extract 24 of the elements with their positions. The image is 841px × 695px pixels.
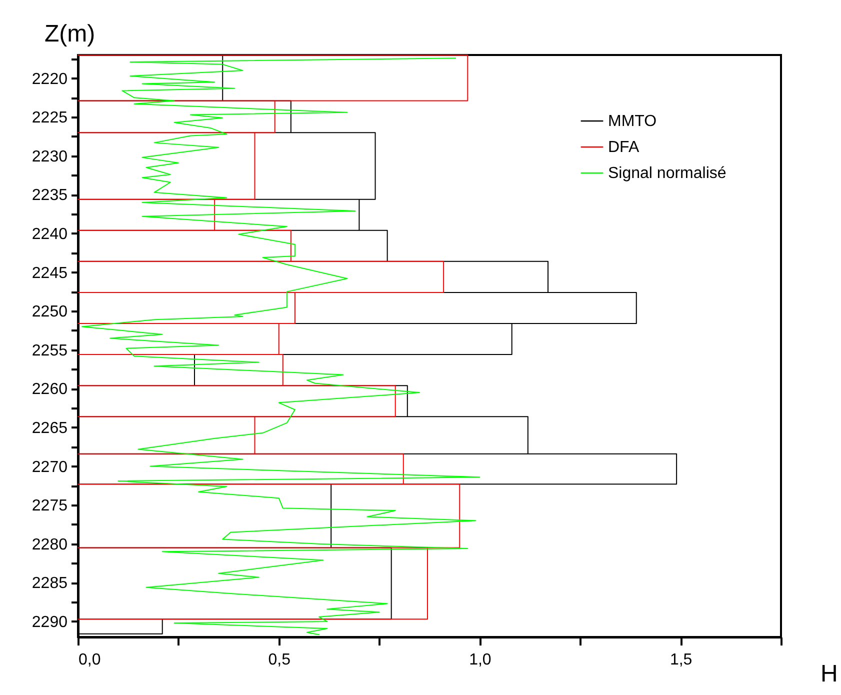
y-tick-label: 2255	[32, 342, 68, 360]
x-tick-label: 1,5	[670, 652, 692, 668]
y-tick-label: 2230	[32, 148, 68, 166]
legend-label: MMTO	[608, 113, 657, 130]
y-tick-label: 2220	[32, 70, 68, 88]
y-tick-label: 2290	[32, 614, 68, 631]
x-axis-title: H	[820, 660, 838, 688]
y-tick-label: 2250	[32, 304, 68, 321]
x-tick-label: 1,0	[469, 652, 492, 668]
y-tick-label: 2275	[32, 498, 68, 515]
y-tick-label: 2225	[32, 110, 68, 127]
y-tick-label: 2260	[32, 381, 68, 398]
y-axis-title: Z(m)	[44, 20, 96, 48]
y-tick-label: 2270	[32, 458, 68, 476]
y-tick-label: 2280	[32, 536, 68, 554]
y-tick-label: 2240	[32, 226, 68, 243]
x-tick-label: 0,0	[78, 652, 101, 668]
y-tick-label: 2285	[32, 575, 68, 592]
x-tick-label: 0,5	[268, 652, 291, 668]
legend-label: Signal normalisé	[608, 165, 726, 182]
y-tick-label: 2265	[32, 420, 68, 437]
legend-label: DFA	[608, 139, 640, 156]
y-tick-label: 2245	[32, 264, 68, 282]
y-tick-label: 2235	[32, 187, 68, 204]
